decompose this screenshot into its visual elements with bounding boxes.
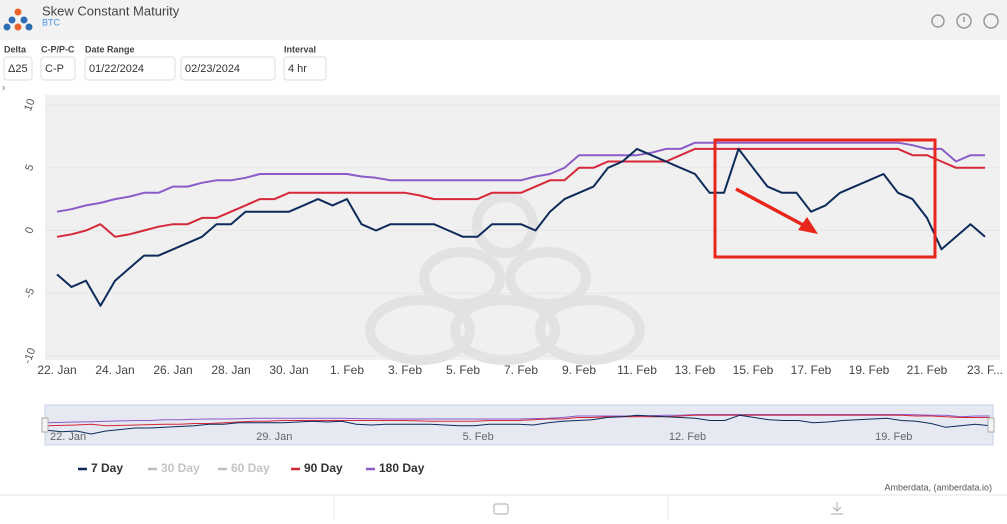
control-label: C-P/P-C — [41, 44, 75, 54]
y-tick-label: 10 — [22, 97, 37, 113]
navigator-handle[interactable] — [41, 417, 49, 433]
series-line — [56, 147, 986, 307]
navigator-label: 12. Feb — [669, 431, 706, 443]
download-button[interactable] — [831, 502, 843, 515]
control-value: 4 hr — [288, 63, 307, 75]
y-tick-label: -10 — [22, 346, 39, 365]
subtitle: BTC — [42, 17, 61, 27]
x-tick-label: 24. Jan — [95, 363, 134, 377]
x-tick-label: 3. Feb — [388, 363, 422, 377]
x-tick-label: 11. Feb — [617, 363, 657, 377]
control-input[interactable] — [3, 56, 33, 81]
y-tick-label: 5 — [23, 163, 36, 173]
legend-label[interactable]: 7 Day — [91, 461, 123, 475]
navigator-line — [46, 414, 991, 435]
legend-label[interactable]: 180 Day — [379, 461, 425, 475]
navigator-label: 22. Jan — [50, 431, 86, 443]
x-tick-label: 9. Feb — [562, 363, 596, 377]
navigator-label: 5. Feb — [463, 431, 494, 443]
x-tick-label: 23. F... — [967, 363, 1003, 377]
x-tick-label: 17. Feb — [791, 363, 832, 377]
logo — [3, 8, 33, 31]
x-tick-label: 28. Jan — [211, 363, 250, 377]
series-line — [56, 147, 985, 238]
camera-button[interactable] — [493, 503, 509, 515]
x-tick-label: 5. Feb — [446, 363, 480, 377]
navigator-handle[interactable] — [987, 417, 995, 433]
control-label: Delta — [4, 44, 27, 54]
x-tick-label: 19. Feb — [849, 363, 890, 377]
navigator-line — [46, 414, 990, 424]
control-value: C-P — [45, 63, 64, 75]
navigator[interactable] — [44, 404, 994, 446]
header-bar — [0, 0, 1007, 40]
y-tick-label: 0 — [23, 226, 36, 236]
control-input[interactable] — [283, 56, 327, 81]
watermark — [365, 192, 645, 365]
x-tick-label: 22. Jan — [37, 363, 76, 377]
x-tick-label: 15. Feb — [733, 363, 774, 377]
legend-label[interactable]: 30 Day — [161, 461, 200, 475]
x-tick-label: 7. Feb — [504, 363, 538, 377]
header-icons[interactable] — [931, 13, 999, 29]
legend-label[interactable]: 90 Day — [304, 461, 343, 475]
navigator-label: 29. Jan — [256, 431, 292, 443]
expand-toggle[interactable]: › — [2, 83, 5, 94]
series-line — [56, 141, 985, 213]
navigator-label: 19. Feb — [875, 431, 912, 443]
annotation-box — [713, 138, 937, 259]
x-tick-label: 26. Jan — [153, 363, 192, 377]
navigator-line — [46, 414, 990, 427]
control-label: Date Range — [85, 44, 135, 54]
legend-label[interactable]: 60 Day — [231, 461, 270, 475]
title: Skew Constant Maturity — [42, 3, 180, 18]
annotation-arrow — [735, 187, 806, 228]
control-input[interactable] — [180, 56, 276, 81]
control-value: 01/22/2024 — [89, 63, 144, 75]
x-tick-label: 21. Feb — [907, 363, 948, 377]
control-input[interactable] — [84, 56, 176, 81]
credit: Amberdata, (amberdata.io) — [884, 482, 992, 492]
control-input[interactable] — [40, 56, 76, 81]
y-tick-label: -5 — [23, 287, 38, 300]
x-tick-label: 30. Jan — [269, 363, 308, 377]
control-label: Interval — [284, 44, 316, 54]
x-tick-label: 1. Feb — [330, 363, 364, 377]
x-tick-label: 13. Feb — [675, 363, 716, 377]
annotation-arrowhead — [798, 217, 818, 234]
control-value: 02/23/2024 — [185, 63, 240, 75]
plot-area — [45, 95, 1000, 360]
control-value: Δ25 — [8, 63, 28, 75]
